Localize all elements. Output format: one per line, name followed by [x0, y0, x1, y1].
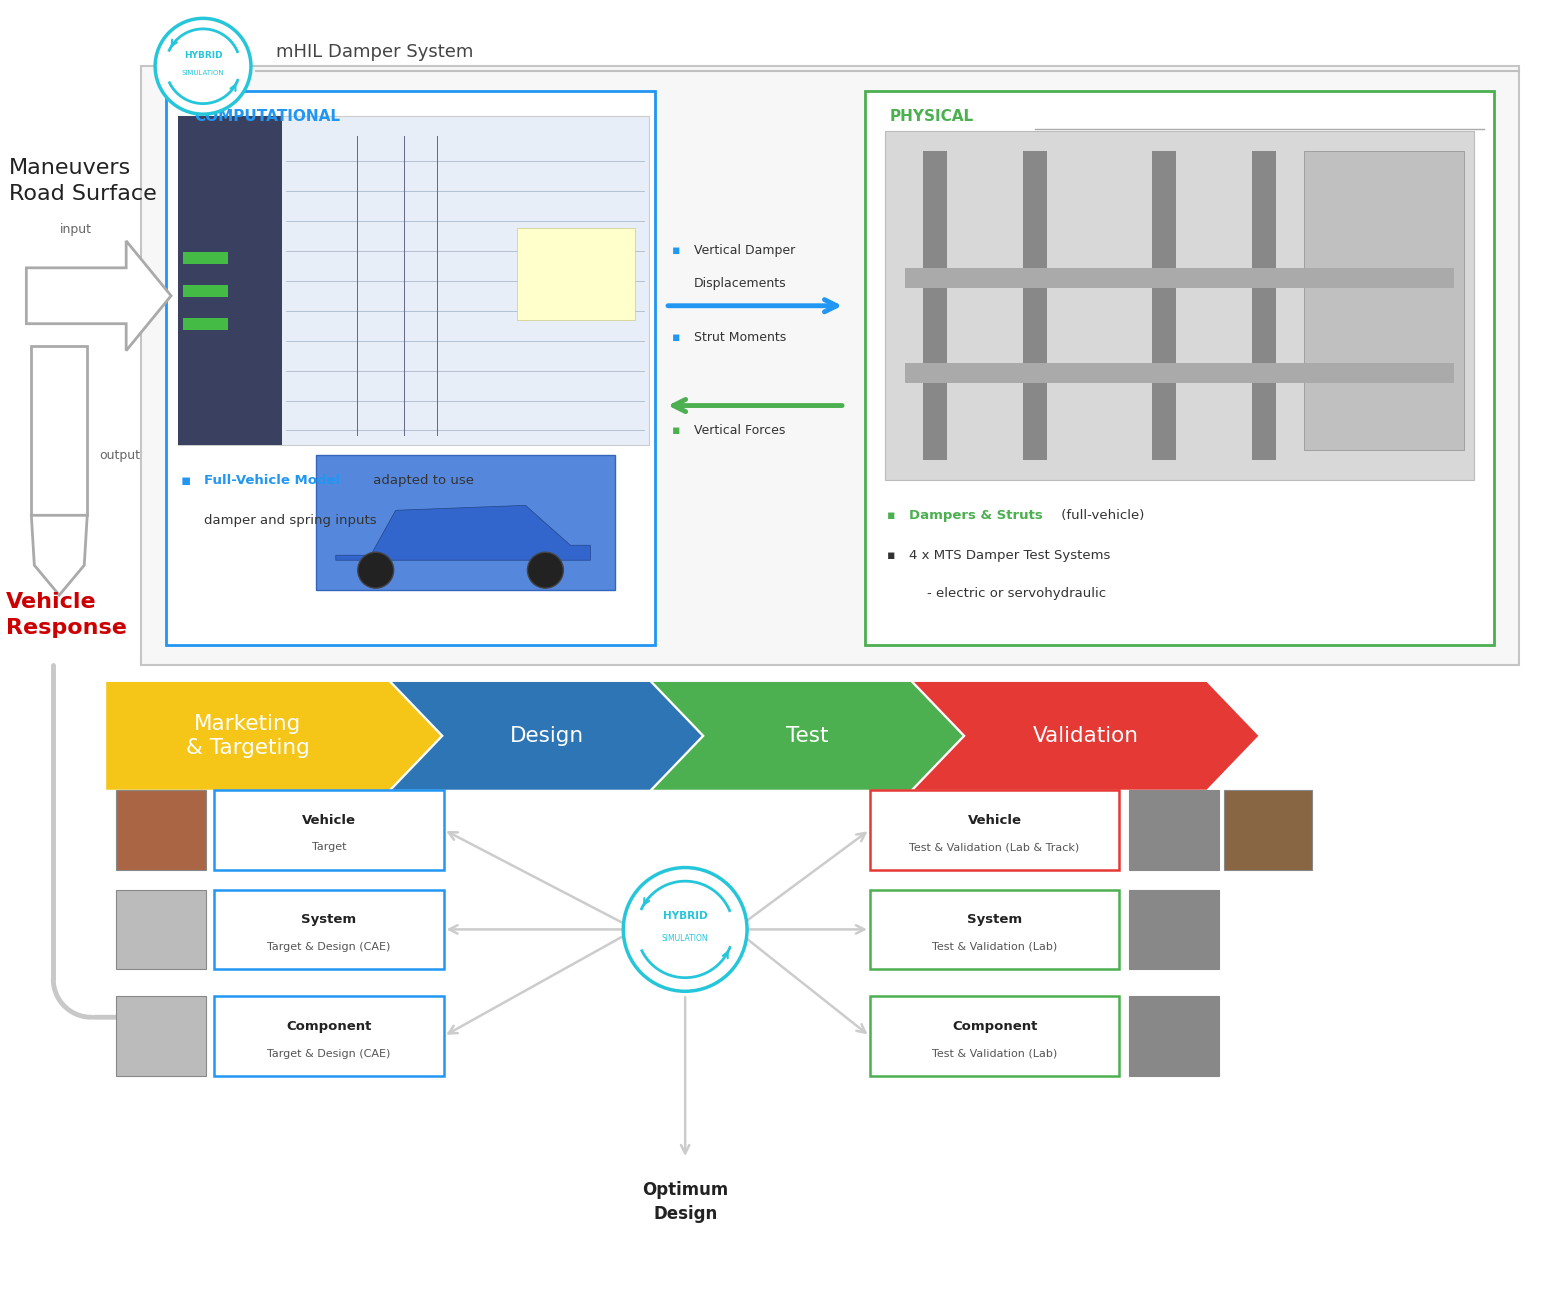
Text: Validation: Validation [1033, 726, 1139, 746]
Bar [870, 997, 1119, 1076]
Bar [117, 889, 205, 969]
Text: Marketing
& Targeting: Marketing & Targeting [185, 714, 310, 757]
Bar [1304, 151, 1464, 451]
Bar [923, 151, 946, 460]
Text: Test & Validation (Lab): Test & Validation (Lab) [932, 1049, 1057, 1059]
Text: ▪: ▪ [672, 245, 680, 258]
Bar [870, 889, 1119, 969]
Polygon shape [392, 682, 702, 790]
Polygon shape [31, 515, 87, 596]
Bar [1253, 151, 1276, 460]
Text: output: output [100, 448, 140, 462]
Bar [184, 285, 229, 297]
Bar [316, 455, 615, 590]
Bar [1225, 790, 1312, 869]
Text: Component: Component [286, 1020, 372, 1034]
Text: ▪: ▪ [887, 548, 895, 562]
Bar [184, 252, 229, 264]
Text: ▪: ▪ [672, 331, 680, 345]
Text: ▪: ▪ [887, 509, 895, 522]
Bar [177, 116, 282, 446]
Bar [517, 227, 635, 321]
Text: Optimum
Design: Optimum Design [643, 1181, 728, 1223]
Text: Target & Design (CAE): Target & Design (CAE) [268, 1049, 391, 1059]
Text: Full-Vehicle Model: Full-Vehicle Model [204, 473, 341, 487]
Text: Target & Design (CAE): Target & Design (CAE) [268, 942, 391, 952]
Bar [166, 91, 655, 646]
Text: COMPUTATIONAL: COMPUTATIONAL [194, 109, 341, 124]
Bar [31, 346, 87, 515]
Text: Component: Component [952, 1020, 1038, 1034]
Bar [215, 790, 443, 869]
Text: - electric or servohydraulic: - electric or servohydraulic [927, 586, 1106, 600]
Text: (full-vehicle): (full-vehicle) [1057, 509, 1144, 522]
Text: Vehicle: Vehicle [302, 814, 356, 827]
Text: Vertical Forces: Vertical Forces [694, 423, 786, 437]
Text: CAR: CAR [443, 513, 489, 533]
Text: Vehicle: Vehicle [968, 814, 1022, 827]
Polygon shape [336, 505, 590, 560]
Bar [1130, 997, 1220, 1076]
Text: System: System [966, 914, 1022, 926]
Bar [117, 790, 205, 869]
Bar [885, 132, 1474, 480]
Text: Maneuvers
Road Surface: Maneuvers Road Surface [9, 158, 157, 204]
Text: Vehicle
Response: Vehicle Response [6, 592, 128, 638]
Bar [1153, 151, 1176, 460]
Text: 4 x MTS Damper Test Systems: 4 x MTS Damper Test Systems [909, 548, 1109, 562]
Bar [904, 363, 1453, 383]
Text: HYBRID: HYBRID [663, 911, 708, 920]
Text: System: System [302, 914, 356, 926]
Circle shape [358, 552, 394, 588]
Text: Dampers & Struts: Dampers & Struts [909, 509, 1043, 522]
Text: HYBRID: HYBRID [184, 51, 223, 60]
Text: ▪: ▪ [672, 423, 680, 437]
Bar [1130, 889, 1220, 969]
Text: adapted to use: adapted to use [369, 473, 473, 487]
Text: PHYSICAL: PHYSICAL [890, 109, 974, 124]
Bar [1022, 151, 1047, 460]
Text: mHIL Damper System: mHIL Damper System [275, 43, 473, 62]
Text: Strut Moments: Strut Moments [694, 331, 786, 345]
Bar [865, 91, 1494, 646]
Text: Displacements: Displacements [694, 277, 787, 291]
Text: ▪: ▪ [180, 473, 191, 488]
Bar [142, 66, 1519, 665]
Bar [870, 790, 1119, 869]
Polygon shape [26, 241, 171, 351]
Text: Test & Validation (Lab & Track): Test & Validation (Lab & Track) [910, 842, 1080, 852]
Bar [117, 997, 205, 1076]
Bar [1130, 790, 1220, 869]
Circle shape [156, 18, 251, 114]
Bar [184, 318, 229, 330]
Bar [215, 889, 443, 969]
Text: Design: Design [510, 726, 584, 746]
Text: Vertical Damper: Vertical Damper [694, 245, 795, 258]
Text: Test: Test [786, 726, 829, 746]
Text: damper and spring inputs: damper and spring inputs [204, 514, 377, 527]
Polygon shape [654, 682, 963, 790]
Polygon shape [106, 682, 440, 790]
Circle shape [527, 552, 563, 588]
Text: input: input [61, 222, 92, 235]
Bar [215, 997, 443, 1076]
Text: SIMULATION: SIMULATION [661, 934, 708, 943]
Text: Target: Target [311, 842, 345, 852]
Circle shape [624, 868, 747, 992]
Bar [177, 116, 649, 446]
Bar [904, 268, 1453, 288]
Text: Test & Validation (Lab): Test & Validation (Lab) [932, 942, 1057, 952]
Polygon shape [913, 682, 1259, 790]
Text: SIMULATION: SIMULATION [182, 71, 224, 76]
